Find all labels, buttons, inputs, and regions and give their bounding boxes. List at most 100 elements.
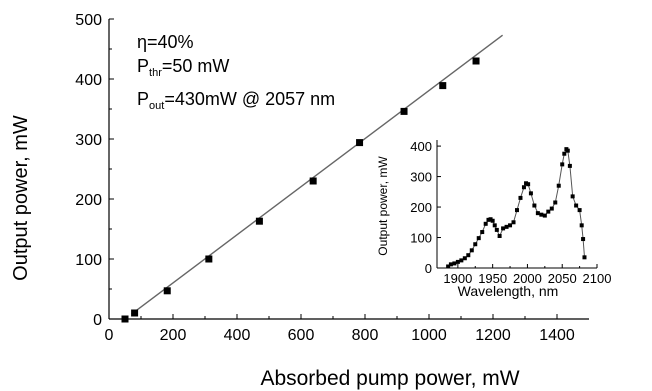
data-point: [309, 177, 317, 185]
inset-plot-marks: [446, 147, 587, 269]
data-point: [131, 309, 139, 317]
inset-y-axis-title: Output power, mW: [376, 156, 390, 256]
spectrum-point: [579, 223, 584, 228]
spectrum-point: [504, 224, 509, 229]
main-y-tick-label: 100: [75, 252, 102, 269]
spectrum-point: [574, 203, 579, 208]
spectrum-point: [462, 256, 467, 261]
spectrum-point: [546, 209, 551, 214]
spectrum-point: [480, 230, 485, 235]
spectrum-point: [446, 264, 451, 269]
main-y-axis-title: Output power, mW: [10, 115, 32, 281]
main-y-tick-label: 0: [93, 312, 102, 329]
main-y-tick-label: 200: [75, 192, 102, 209]
spectrum-point: [492, 223, 497, 228]
inset-y-tick-label: 200: [410, 200, 432, 215]
main-x-tick-label: 400: [224, 327, 251, 344]
main-x-tick-label: 800: [352, 327, 379, 344]
spectrum-point: [476, 236, 481, 241]
spectrum-point: [560, 162, 565, 167]
spectrum-point: [483, 221, 488, 226]
spectrum-point: [488, 217, 493, 222]
inset-x-tick-label: 2100: [583, 271, 612, 286]
inset-x-tick-label: 2000: [513, 271, 542, 286]
fit-line: [130, 34, 504, 315]
spectrum-point: [501, 226, 506, 231]
spectrum-point: [582, 255, 587, 260]
main-axes: [108, 18, 589, 320]
inset-y-tick-label: 300: [410, 170, 432, 185]
inset-tick-labels: 1900 1950 2000 2050 2100 0 100 200 300 400: [410, 139, 611, 286]
spectrum-point: [518, 195, 523, 200]
spectrum-point: [508, 223, 513, 228]
spectrum-point: [577, 208, 582, 213]
spectrum-point: [556, 183, 561, 188]
inset-y-tick-label: 400: [410, 139, 432, 154]
main-x-axis-title: Absorbed pump power, mW: [260, 367, 519, 390]
annotation-max-output: Pout=430mW @ 2057 nm: [137, 89, 335, 112]
spectrum-point: [521, 185, 526, 190]
data-point: [472, 57, 480, 65]
main-y-tick-label: 400: [75, 72, 102, 89]
data-point: [255, 217, 263, 225]
main-x-tick-label: 0: [105, 327, 114, 344]
main-x-tick-label: 200: [160, 327, 187, 344]
data-point: [163, 287, 171, 295]
spectrum-point: [553, 200, 558, 205]
spectrum-point: [581, 237, 586, 242]
spectrum-point: [490, 218, 495, 223]
spectrum-point: [570, 194, 575, 199]
spectrum-point: [448, 262, 453, 267]
annotation-max-output-subscript: out: [149, 100, 164, 112]
spectrum-point: [515, 208, 519, 213]
annotation-max-output-symbol: P: [137, 89, 149, 109]
inset-axes: [436, 140, 598, 269]
inset-x-tick-label: 1900: [443, 271, 472, 286]
spectrum-point: [567, 163, 572, 168]
main-x-tick-label: 1400: [539, 327, 575, 344]
inset-chart: 1900 1950 2000 2050 2100 0 100 200 300 400 Output…: [376, 139, 611, 299]
data-point: [205, 255, 213, 263]
main-y-tick-label: 500: [75, 12, 102, 29]
spectrum-point: [452, 261, 457, 266]
spectrum-point: [526, 182, 531, 187]
spectrum-point: [497, 234, 502, 238]
spectrum-point: [511, 220, 516, 225]
spectrum-point: [486, 217, 491, 222]
annotation-efficiency: η=40%: [137, 32, 194, 52]
inset-y-tick-label: 0: [425, 261, 432, 276]
spectrum-point: [459, 258, 464, 263]
spectrum-point: [542, 213, 547, 218]
spectrum-point: [549, 206, 554, 211]
inset-x-tick-label: 2050: [548, 271, 577, 286]
main-x-tick-label: 600: [288, 327, 315, 344]
main-x-tick-label: 1000: [411, 327, 447, 344]
spectrum-point: [469, 248, 474, 253]
spectrum-point: [562, 151, 567, 156]
spectrum-point: [539, 212, 544, 217]
spectrum-point: [455, 259, 460, 264]
data-point: [439, 82, 447, 90]
annotation-threshold-symbol: P: [137, 56, 149, 76]
inset-y-tick-label: 100: [410, 231, 432, 246]
spectrum-point: [535, 211, 540, 216]
main-tick-labels: 0 200 400 600 800 1000 1200 1400010020030040050…: [75, 12, 575, 344]
main-chart: 0 200 400 600 800 1000 1200 1400010020030040050…: [10, 12, 589, 390]
inset-x-tick-label: 1950: [478, 271, 507, 286]
inset-x-axis-title: Wavelength, nm: [458, 283, 559, 299]
annotation-threshold-subscript: thr: [149, 67, 162, 79]
spectrum-point: [565, 148, 570, 153]
spectrum-point: [494, 227, 499, 232]
spectrum-point: [473, 242, 478, 247]
spectrum-point: [524, 181, 529, 186]
main-x-tick-label: 1200: [475, 327, 511, 344]
spectrum-point: [466, 253, 471, 258]
spectrum-point: [528, 191, 533, 196]
data-point: [400, 107, 408, 115]
annotation-threshold: Pthr=50 mW: [137, 56, 229, 79]
data-point: [356, 139, 364, 147]
spectrum-point: [532, 203, 537, 208]
spectrum-line: [447, 148, 585, 267]
annotation-max-output-value: =430mW @ 2057 nm: [164, 89, 335, 109]
